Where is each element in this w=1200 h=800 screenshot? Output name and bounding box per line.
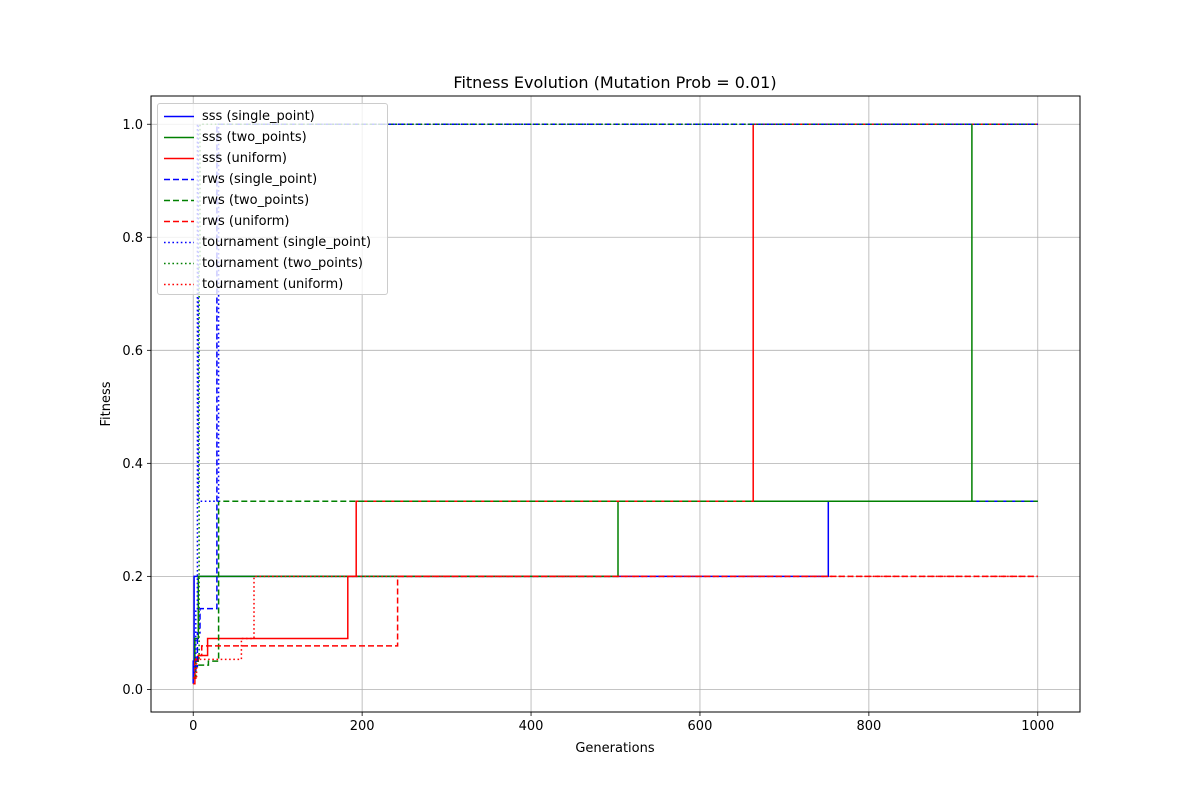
x-axis-label: Generations: [575, 741, 655, 756]
legend-swatch: [164, 199, 194, 202]
chart-title: Fitness Evolution (Mutation Prob = 0.01): [453, 73, 776, 92]
legend-label: tournament (single_point): [202, 235, 372, 250]
x-tick-label: 800: [856, 719, 881, 734]
x-tick-label: 600: [688, 719, 713, 734]
legend-swatch: [164, 157, 194, 160]
legend-item: tournament (uniform): [158, 274, 388, 295]
legend-swatch: [164, 241, 194, 244]
legend-label: rws (single_point): [202, 172, 318, 187]
legend-swatch: [164, 136, 194, 139]
x-tick-label: 200: [350, 719, 375, 734]
legend-label: tournament (uniform): [202, 277, 344, 292]
axis-ticks: 0 200 400 600 800 1000 0.0 0.2 0.4 0.6 0.8 1.0: [122, 118, 1054, 734]
legend-label: sss (single_point): [202, 109, 315, 124]
legend-item: sss (two_points): [158, 127, 388, 148]
x-tick-label: 400: [519, 719, 544, 734]
x-tick-label: 1000: [1021, 719, 1054, 734]
plot-frame: [150, 95, 1081, 713]
y-tick-label: 0.8: [122, 231, 143, 246]
legend-item: rws (two_points): [158, 190, 388, 211]
legend-label: rws (two_points): [202, 193, 310, 208]
legend-item: tournament (two_points): [158, 253, 388, 274]
series-lines: [192, 123, 1038, 685]
legend-label: sss (two_points): [202, 130, 307, 145]
chart-legend: sss (single_point)sss (two_points)sss (u…: [157, 103, 388, 295]
legend-swatch: [164, 283, 194, 286]
series-line-7: [193, 123, 1038, 679]
legend-item: sss (single_point): [158, 106, 388, 127]
y-tick-label: 0.0: [122, 683, 143, 698]
legend-item: rws (uniform): [158, 211, 388, 232]
legend-item: tournament (single_point): [158, 232, 388, 253]
y-axis-label: Fitness: [99, 381, 114, 426]
y-tick-label: 0.4: [122, 457, 143, 472]
series-line-6: [193, 123, 1038, 674]
legend-item: rws (single_point): [158, 169, 388, 190]
series-line-8: [193, 575, 1038, 679]
legend-swatch: [164, 220, 194, 223]
legend-label: tournament (two_points): [202, 256, 363, 271]
legend-item: sss (uniform): [158, 148, 388, 169]
legend-swatch: [164, 178, 194, 181]
y-tick-label: 0.2: [122, 570, 143, 585]
legend-label: rws (uniform): [202, 214, 290, 229]
legend-swatch: [164, 115, 194, 118]
x-tick-label: 0: [189, 719, 197, 734]
y-tick-label: 0.6: [122, 344, 143, 359]
legend-swatch: [164, 262, 194, 265]
legend-label: sss (uniform): [202, 151, 287, 166]
y-tick-label: 1.0: [122, 118, 143, 133]
